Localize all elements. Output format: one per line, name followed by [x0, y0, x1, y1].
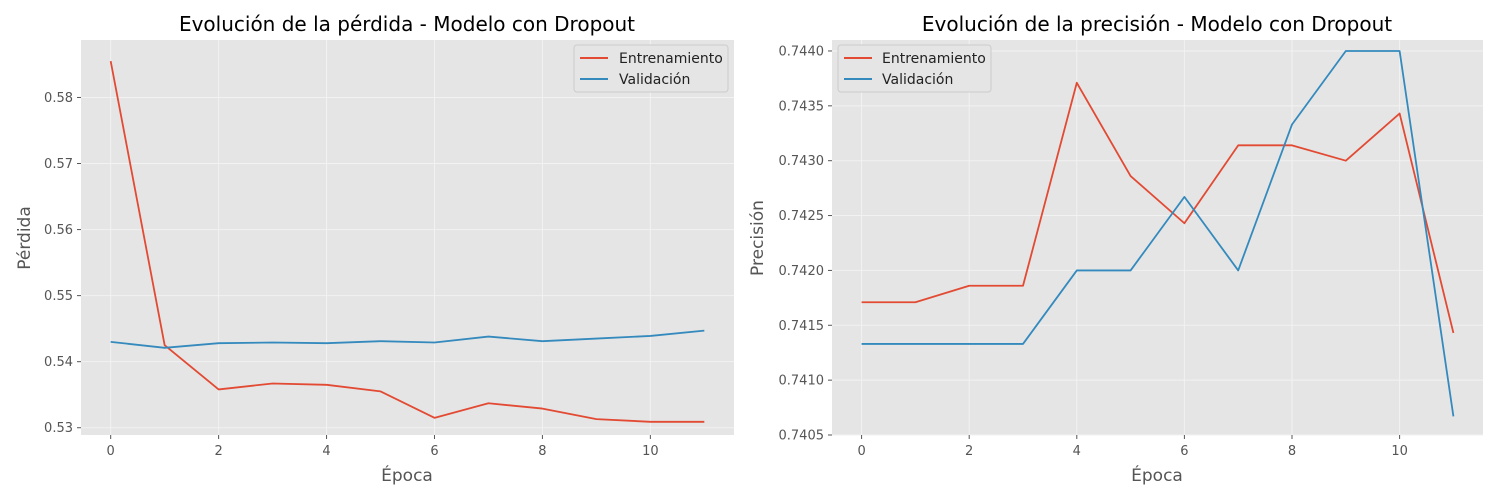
loss-y-ticks: 0.53 0.54 0.55 0.56 0.57 0.58: [44, 91, 81, 436]
loss-ytick-label: 0.58: [44, 91, 73, 106]
accuracy-ytick-label: 0.7420: [779, 264, 825, 279]
accuracy-series-lines: [861, 50, 1455, 417]
loss-xtick-label: 6: [430, 444, 438, 459]
loss-y-axis-label: Pérdida: [15, 206, 35, 270]
loss-xtick-label: 0: [107, 444, 115, 459]
accuracy-x-ticks: 0 2 4 6 8 10: [857, 435, 1408, 459]
loss-chart: 0 2 4 6 8 10 0.53 0.54 0.55 0.56 0.57 0.58 Evoluci…: [15, 12, 734, 486]
loss-legend-box: [573, 44, 729, 93]
loss-x-ticks: 0 2 4 6 8 10: [107, 435, 659, 459]
accuracy-xtick-label: 2: [965, 444, 973, 459]
accuracy-xtick-label: 8: [1288, 444, 1296, 459]
accuracy-chart: 0 2 4 6 8 10 0.74050.74100.74150.74200.74250.…: [748, 12, 1483, 486]
loss-legend-label-train: Entrenamiento: [619, 51, 723, 67]
accuracy-y-axis-label: Precisión: [748, 200, 768, 276]
accuracy-chart-title: Evolución de la precisión - Modelo con D…: [922, 12, 1392, 36]
loss-series-lines: [109, 60, 705, 423]
accuracy-xtick-label: 6: [1180, 444, 1188, 459]
accuracy-y-ticks: 0.7405 0.7410 0.7415 0.7420 0.7425 0.7430 0.74…: [779, 44, 832, 444]
loss-ytick-label: 0.55: [44, 289, 73, 304]
accuracy-xtick-label: 0: [857, 444, 865, 459]
loss-series-line-val: [110, 329, 705, 349]
accuracy-xtick-label: 4: [1073, 444, 1081, 459]
loss-legend-label-val: Validación: [619, 72, 690, 88]
accuracy-legend-box: [837, 44, 992, 93]
accuracy-series-line-val: [861, 50, 1455, 417]
loss-ytick-label: 0.54: [44, 355, 73, 370]
accuracy-xtick-label: 10: [1391, 444, 1408, 459]
accuracy-legend-label-train: Entrenamiento: [882, 51, 986, 67]
loss-ytick-label: 0.57: [44, 157, 73, 172]
loss-plot-area: [81, 40, 734, 435]
loss-series-line-train: [109, 60, 705, 423]
accuracy-plot-area: [832, 40, 1483, 435]
accuracy-ytick-label: 0.7440: [779, 44, 825, 59]
loss-legend: Entrenamiento Validación: [573, 44, 729, 93]
accuracy-ytick-label: 0.7430: [779, 154, 825, 169]
loss-xtick-label: 8: [538, 444, 546, 459]
accuracy-ytick-label: 0.7435: [779, 99, 825, 114]
loss-xtick-label: 4: [322, 444, 330, 459]
loss-gridlines: [81, 40, 734, 435]
accuracy-x-axis-label: Época: [1131, 464, 1183, 486]
accuracy-legend: Entrenamiento Validación: [837, 44, 992, 93]
loss-ytick-label: 0.56: [44, 223, 73, 238]
loss-xtick-label: 2: [214, 444, 222, 459]
loss-xtick-label: 10: [642, 444, 659, 459]
accuracy-ytick-label: 0.7425: [779, 209, 825, 224]
accuracy-legend-label-val: Validación: [882, 72, 953, 88]
accuracy-ytick-label: 0.7415: [779, 319, 825, 334]
loss-chart-title: Evolución de la pérdida - Modelo con Dro…: [179, 12, 635, 36]
accuracy-ytick-label: 0.7405: [779, 429, 825, 444]
loss-x-axis-label: Época: [381, 464, 433, 486]
accuracy-ytick-label: 0.7410: [779, 374, 825, 389]
loss-ytick-label: 0.53: [44, 421, 73, 436]
accuracy-series-line-train: [861, 81, 1455, 334]
